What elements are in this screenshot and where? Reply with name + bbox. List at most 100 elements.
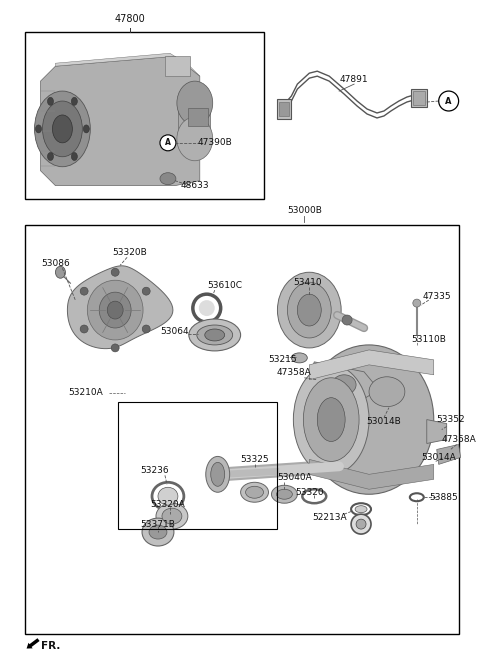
Ellipse shape <box>177 117 213 161</box>
Text: 53885: 53885 <box>429 493 458 502</box>
Ellipse shape <box>197 325 233 345</box>
Text: A: A <box>165 139 171 147</box>
Text: 53040A: 53040A <box>277 473 312 482</box>
Text: 53610C: 53610C <box>207 281 242 290</box>
Ellipse shape <box>48 152 53 160</box>
Ellipse shape <box>35 91 90 167</box>
Text: 53000B: 53000B <box>287 206 322 215</box>
Ellipse shape <box>156 503 188 529</box>
Ellipse shape <box>246 486 264 498</box>
Ellipse shape <box>199 300 215 316</box>
Polygon shape <box>437 445 461 464</box>
Text: 53410: 53410 <box>293 278 322 286</box>
Bar <box>277 99 291 119</box>
Polygon shape <box>40 57 200 186</box>
Text: 53210A: 53210A <box>68 388 103 397</box>
Text: 53014A: 53014A <box>421 453 456 462</box>
Text: 53014B: 53014B <box>367 417 401 426</box>
Ellipse shape <box>142 325 150 333</box>
Ellipse shape <box>413 299 421 307</box>
Ellipse shape <box>162 508 182 524</box>
Ellipse shape <box>205 329 225 341</box>
Ellipse shape <box>240 482 268 502</box>
Ellipse shape <box>43 101 83 157</box>
Bar <box>24 225 458 633</box>
Ellipse shape <box>332 374 356 395</box>
Text: A: A <box>445 97 452 106</box>
Polygon shape <box>427 420 447 443</box>
Text: 47358A: 47358A <box>277 369 312 377</box>
Polygon shape <box>354 370 419 415</box>
Ellipse shape <box>369 376 405 407</box>
Ellipse shape <box>87 281 143 340</box>
Ellipse shape <box>303 378 359 461</box>
Ellipse shape <box>288 283 331 338</box>
Bar <box>411 89 427 107</box>
Polygon shape <box>67 266 173 349</box>
Ellipse shape <box>317 397 345 442</box>
Text: 47891: 47891 <box>340 75 369 83</box>
Ellipse shape <box>149 525 167 539</box>
Text: 53325: 53325 <box>240 455 269 464</box>
Ellipse shape <box>297 294 321 326</box>
Polygon shape <box>309 350 434 380</box>
Text: 47390B: 47390B <box>197 139 232 147</box>
Text: 47335: 47335 <box>422 292 451 301</box>
Ellipse shape <box>277 272 341 348</box>
Ellipse shape <box>206 457 229 492</box>
FancyArrow shape <box>26 638 39 648</box>
Polygon shape <box>309 459 434 489</box>
Ellipse shape <box>99 292 131 328</box>
Ellipse shape <box>56 266 65 278</box>
Ellipse shape <box>107 301 123 319</box>
Ellipse shape <box>80 325 88 333</box>
Text: 47800: 47800 <box>115 14 145 24</box>
Ellipse shape <box>272 486 297 503</box>
Ellipse shape <box>142 518 174 546</box>
Text: FR.: FR. <box>40 641 60 650</box>
Ellipse shape <box>142 287 150 295</box>
Text: 53352: 53352 <box>436 415 465 424</box>
Ellipse shape <box>355 506 367 512</box>
Ellipse shape <box>293 365 369 474</box>
Text: 52213A: 52213A <box>312 512 347 522</box>
Text: 53371B: 53371B <box>141 520 175 529</box>
Polygon shape <box>304 380 309 459</box>
Ellipse shape <box>72 152 77 160</box>
Text: 53215: 53215 <box>268 355 297 365</box>
Ellipse shape <box>356 519 366 529</box>
Ellipse shape <box>351 514 371 534</box>
Polygon shape <box>309 362 379 401</box>
Bar <box>24 32 264 198</box>
Ellipse shape <box>304 345 434 494</box>
Text: 53320B: 53320B <box>113 248 147 257</box>
Polygon shape <box>56 53 200 76</box>
Text: 53236: 53236 <box>141 466 169 475</box>
Ellipse shape <box>342 315 352 325</box>
Ellipse shape <box>72 97 77 105</box>
Ellipse shape <box>276 489 292 499</box>
Text: 48633: 48633 <box>180 181 209 190</box>
Ellipse shape <box>291 353 307 363</box>
Text: 53110B: 53110B <box>411 336 446 344</box>
Ellipse shape <box>52 115 72 143</box>
Bar <box>188 108 208 126</box>
Bar <box>178 103 210 139</box>
Bar <box>165 57 190 76</box>
Bar <box>118 401 277 529</box>
Ellipse shape <box>158 487 178 505</box>
Ellipse shape <box>211 463 225 486</box>
Ellipse shape <box>84 125 89 133</box>
Text: 53064: 53064 <box>161 327 189 336</box>
Text: 47358A: 47358A <box>441 435 476 444</box>
Text: 53320: 53320 <box>295 487 324 497</box>
Ellipse shape <box>189 319 240 351</box>
Ellipse shape <box>36 125 41 133</box>
Ellipse shape <box>111 344 119 352</box>
Bar <box>413 91 425 105</box>
Circle shape <box>160 135 176 151</box>
Ellipse shape <box>80 287 88 295</box>
Ellipse shape <box>111 268 119 276</box>
Text: 53086: 53086 <box>41 259 70 268</box>
Ellipse shape <box>177 81 213 125</box>
